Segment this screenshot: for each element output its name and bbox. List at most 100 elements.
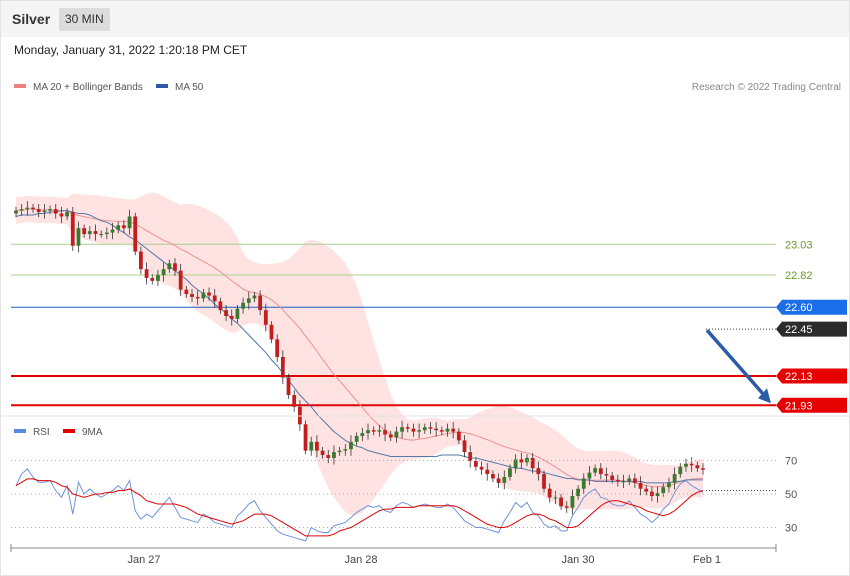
candle-body: [139, 251, 143, 270]
bollinger-band: [16, 192, 703, 516]
timeframe-button[interactable]: 30 MIN: [59, 8, 110, 31]
rsi-ma-line: [15, 478, 704, 537]
candle-body: [411, 428, 416, 432]
candle-body: [178, 270, 183, 290]
candle-body: [167, 263, 172, 270]
candle-body: [644, 488, 649, 492]
candle-body: [309, 441, 314, 451]
candle-body: [632, 478, 637, 483]
candle-body: [456, 431, 461, 441]
chart-header: Silver 30 MIN: [1, 1, 849, 37]
candle-body: [343, 449, 348, 451]
candle-body: [326, 455, 331, 458]
support-tag-box: [776, 368, 847, 384]
candle-body: [394, 431, 399, 438]
candle-body: [195, 296, 200, 299]
candle-body: [508, 468, 512, 477]
candle-body: [315, 441, 319, 451]
rsi-legend: RSI 9MA: [14, 427, 103, 438]
candle-body: [263, 310, 268, 325]
candle-body: [701, 468, 705, 470]
candle-body: [388, 434, 393, 438]
candle-body: [615, 479, 620, 482]
candle-body: [207, 292, 211, 296]
candle-body: [93, 231, 98, 235]
candle-body: [161, 269, 166, 275]
candle-body: [536, 468, 541, 475]
candle-body: [479, 466, 484, 470]
candle-body: [661, 487, 666, 494]
symbol-name: Silver: [12, 11, 51, 27]
candle-body: [502, 477, 507, 483]
candle-body: [439, 430, 444, 432]
candle-body: [127, 216, 132, 229]
candle-body: [655, 493, 660, 497]
legend-label-rsi: RSI: [33, 427, 50, 438]
x-tick-label: Jan 30: [561, 554, 594, 566]
candle-body: [241, 302, 246, 309]
resistance-price-label: 22.82: [785, 270, 813, 282]
candle-body: [229, 315, 234, 319]
candle-body: [303, 424, 308, 451]
candle-body: [610, 475, 615, 480]
timestamp: Monday, January 31, 2022 1:20:18 PM CET: [14, 43, 248, 57]
candle-body: [354, 436, 359, 442]
candle-body: [553, 497, 558, 499]
candle-body: [87, 231, 92, 235]
candle-body: [587, 472, 592, 479]
candles: [14, 201, 776, 515]
price-levels: [11, 243, 776, 407]
legend-label-ma50: MA 50: [175, 82, 204, 93]
candle-body: [53, 209, 58, 214]
candle-body: [695, 465, 700, 469]
candle-body: [496, 478, 501, 483]
rsi-level-label: 70: [785, 456, 797, 468]
candle-body: [65, 212, 69, 217]
candle-body: [31, 207, 35, 210]
candle-body: [224, 310, 228, 316]
candle-body: [269, 324, 274, 340]
rsi-line: [15, 468, 704, 542]
bollinger-band-area: [16, 192, 703, 516]
candle-body: [445, 428, 450, 432]
candle-body: [99, 234, 104, 236]
rsi-level-label: 30: [785, 523, 797, 535]
target-arrow-shaft: [705, 329, 768, 399]
target-arrow: [705, 329, 771, 404]
candle-body: [190, 294, 194, 297]
candle-body: [667, 482, 671, 488]
support-tag-box: [776, 397, 847, 413]
candle-body: [360, 433, 365, 437]
candle-body: [627, 478, 632, 482]
candle-body: [428, 427, 433, 429]
candle-body: [530, 457, 535, 469]
candle-body: [235, 308, 240, 319]
x-tick-label: Feb 1: [693, 554, 721, 566]
candle-body: [366, 430, 370, 434]
candle-body: [110, 229, 115, 233]
candle-body: [638, 482, 643, 489]
candle-body: [116, 225, 121, 230]
candle-body: [462, 440, 467, 453]
pivot-tag-label: 22.60: [785, 302, 813, 314]
target-arrow-head: [758, 388, 771, 404]
main-legend: MA 20 + Bollinger Bands MA 50 Research ©…: [14, 82, 841, 93]
price-tags: 23.03 22.82 22.60 22.45 22.13 21.93: [776, 239, 847, 413]
candle-body: [212, 295, 217, 302]
legend-swatch-ma20: [14, 84, 26, 88]
candle-body: [519, 459, 524, 463]
candle-body: [320, 450, 325, 456]
candle-body: [201, 292, 206, 299]
candle-body: [621, 481, 626, 483]
last-price-tag-label: 22.45: [785, 324, 813, 336]
candle-body: [513, 459, 518, 469]
resistance-price-label: 23.03: [785, 239, 813, 251]
x-tick-label: Jan 28: [344, 554, 377, 566]
candle-body: [42, 210, 47, 213]
candle-body: [59, 213, 64, 217]
candle-body: [564, 506, 569, 508]
legend-label-ma20: MA 20 + Bollinger Bands: [33, 82, 143, 93]
candle-body: [150, 277, 155, 281]
x-tick-label: Jan 27: [127, 554, 160, 566]
